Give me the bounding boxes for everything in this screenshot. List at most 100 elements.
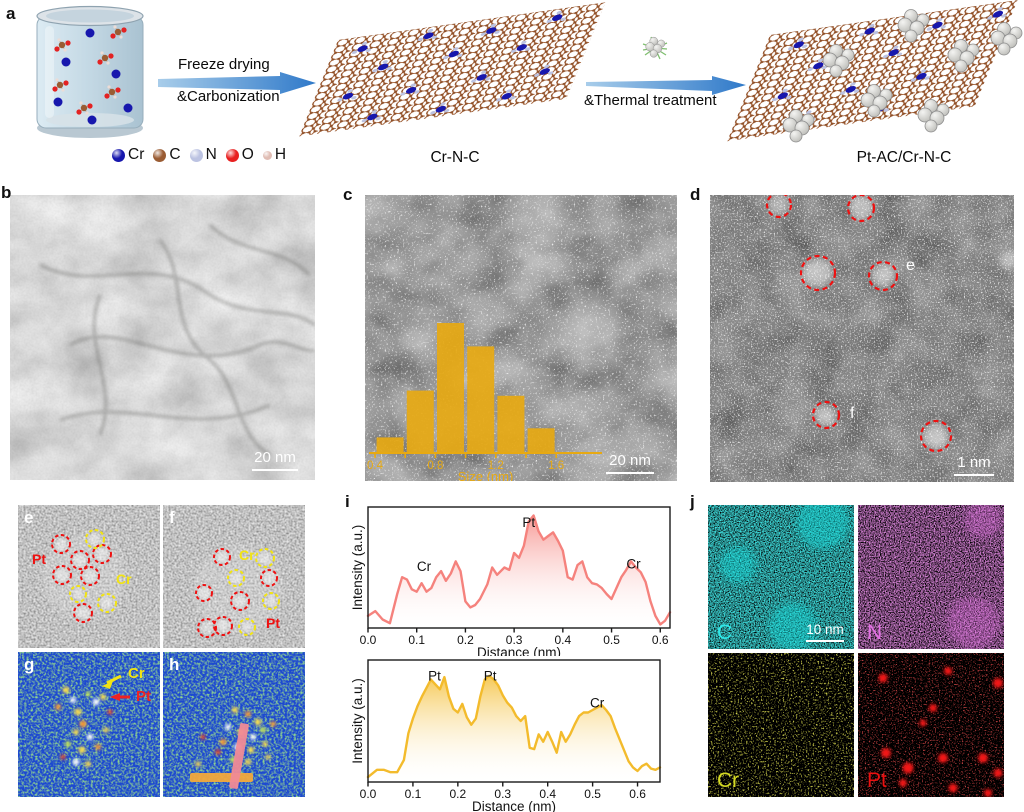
legend-item-o: O [225,146,254,164]
svg-text:0.0: 0.0 [360,787,377,801]
process-arrow-2 [586,76,746,95]
eds-map-n: N [858,505,1004,649]
svg-text:0.5: 0.5 [603,633,620,647]
panel-a-scheme-illustration [36,0,1023,143]
process1-label-line1: Freeze drying [178,56,270,73]
panel-a-letter: a [6,4,16,23]
svg-text:0.4: 0.4 [367,460,384,472]
vial-illustration [36,5,144,138]
panel-e-atomic-image: e Pt Cr [18,505,160,648]
svg-text:Cr: Cr [626,557,641,572]
intensity-profile-pink: 0.0 0.1 0.2 0.3 0.4 0.5 0.6 Distance (nm) Intens… [352,506,672,656]
svg-text:Pt: Pt [428,669,441,684]
process1-label-line2: &Carbonization [177,88,280,105]
panel-g-filtered-image: g Cr Pt [18,652,160,797]
svg-text:Distance (nm): Distance (nm) [477,645,561,656]
svg-text:Intensity (a.u.): Intensity (a.u.) [352,678,365,764]
eds-map-pt: Pt [858,653,1004,797]
product1-label: Cr-N-C [430,149,480,166]
svg-text:0.1: 0.1 [408,633,425,647]
panel-g-cr-label: Cr [128,665,145,682]
panel-c-haadf-image: 0.4 0.8 1.2 1.6 Size (nm) 20 nm [365,195,677,481]
size-distribution-histogram: 0.4 0.8 1.2 1.6 Size (nm) [367,323,602,481]
svg-text:0.0: 0.0 [360,633,377,647]
c-atom-icon [153,148,167,162]
line-scan-marker-pink [229,723,249,789]
panel-j-scale-bar: 10 nm [800,622,850,642]
panel-e-letter: e [24,508,34,527]
panel-f-atomic-image: f Cr Pt [163,505,305,648]
map-n-label: N [867,621,883,644]
svg-text:0.6: 0.6 [629,787,646,801]
legend-item-h: H [262,146,286,164]
n-atom-icon [189,148,203,162]
atom-legend: Cr C N O H [112,146,286,164]
svg-text:Distance (nm): Distance (nm) [472,799,556,812]
panel-f-letter: f [169,508,175,527]
panel-b-scale-bar: 20 nm [247,449,303,471]
process-arrow-1 [158,72,316,94]
cluster-highlights [769,195,1014,448]
svg-text:0.4: 0.4 [539,787,556,801]
cr-arrow-icon [102,674,122,689]
cr-atom-icon [112,148,125,162]
cluster-circles [765,195,953,453]
panel-d-haadf-image: e f 1 nm [710,195,1014,482]
svg-text:Intensity (a.u.): Intensity (a.u.) [352,525,365,611]
line-scan-marker-yellow [190,773,253,782]
panel-g-letter: g [24,655,35,674]
panel-c-letter: c [343,185,353,204]
svg-text:Pt: Pt [522,515,535,530]
map-c-label: C [717,621,733,644]
o-atom-icon [225,148,239,162]
svg-text:0.6: 0.6 [652,633,669,647]
svg-text:0.4: 0.4 [554,633,571,647]
svg-text:0.3: 0.3 [506,633,523,647]
legend-item-n: N [189,146,217,164]
svg-text:0.1: 0.1 [405,787,422,801]
panel-j-letter: j [690,492,695,511]
panel-d-scale-bar: 1 nm [946,454,1002,476]
crnc-lattice [299,2,606,137]
legend-item-c: C [153,146,181,164]
ptac-crnc-lattice [727,0,1018,142]
h-atom-icon [262,150,272,160]
svg-text:1.2: 1.2 [488,460,504,472]
panel-e-pt-label: Pt [32,551,46,567]
panel-h-letter: h [169,655,180,674]
region-f-label: f [850,405,855,422]
svg-text:0.8: 0.8 [427,460,443,472]
pt-cluster-icon [642,36,668,60]
pt-cluster-blobs [878,667,1003,797]
cr-atom-circles [69,529,117,613]
panel-b-tem-image: 20 nm [10,195,315,480]
cr-ions [53,28,133,125]
graphene-wrinkles [39,223,315,457]
process2-label: &Thermal treatment [584,92,717,109]
panel-g-pt-label: Pt [136,688,151,705]
legend-item-cr: Cr [112,146,144,164]
svg-text:Cr: Cr [417,559,432,574]
panel-c-scale-bar: 20 nm [600,452,660,474]
svg-text:0.3: 0.3 [494,787,511,801]
product2-label: Pt-AC/Cr-N-C [856,149,952,166]
svg-text:1.6: 1.6 [548,460,564,472]
panel-e-cr-label: Cr [116,571,132,587]
svg-text:0.5: 0.5 [584,787,601,801]
intensity-profile-yellow: 0.0 0.1 0.2 0.3 0.4 0.5 0.6 Distance (nm) Intens… [352,659,662,812]
panel-d-letter: d [690,185,701,204]
eds-map-c: C 10 nm [708,505,854,649]
region-e-label: e [906,257,915,274]
map-cr-label: Cr [717,769,740,792]
pt-atom-circles [51,534,112,623]
pt-arrow-icon [110,693,130,701]
panel-h-filtered-image: h [163,652,305,797]
svg-text:Pt: Pt [484,669,497,684]
panel-f-pt-label: Pt [266,615,280,631]
pt-atom-circles [195,548,278,638]
svg-text:Size (nm): Size (nm) [458,469,514,481]
atom-blobs [55,686,113,767]
panel-b-letter: b [1,183,12,202]
svg-text:0.2: 0.2 [450,787,467,801]
